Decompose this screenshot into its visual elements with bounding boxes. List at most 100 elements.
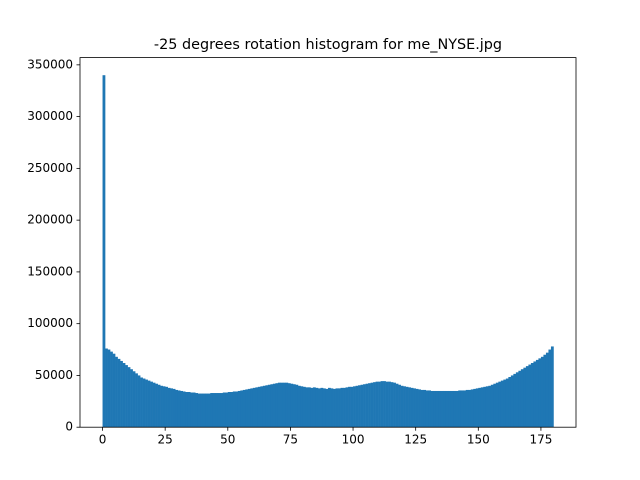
bar (395, 383, 399, 428)
bar (145, 379, 148, 428)
bar (157, 384, 161, 428)
bar (443, 390, 447, 428)
bar (252, 387, 256, 428)
bar (405, 386, 409, 428)
bar (122, 363, 126, 428)
bars (102, 75, 554, 428)
bar (147, 380, 151, 428)
bar (468, 389, 472, 428)
bar (240, 390, 244, 428)
bar (360, 384, 364, 428)
bar (473, 388, 477, 428)
bar (475, 388, 479, 428)
bar (525, 366, 529, 428)
bar (272, 383, 276, 428)
bar (260, 386, 264, 428)
bar (355, 385, 359, 428)
bar (480, 387, 484, 428)
bar (400, 385, 404, 428)
x-tick-label: 25 (158, 433, 173, 447)
bar (175, 389, 178, 428)
bar (325, 388, 329, 428)
bar (450, 390, 454, 428)
chart-title: -25 degrees rotation histogram for me_NY… (154, 37, 502, 53)
bar (418, 389, 421, 428)
bar (255, 387, 259, 428)
bar (370, 382, 374, 428)
bar (535, 359, 539, 428)
y-tick-label: 250000 (27, 161, 73, 175)
bar (170, 388, 173, 428)
y-tick-label: 50000 (35, 368, 73, 382)
bar (500, 380, 504, 428)
bar (275, 383, 279, 428)
y-tick-label: 350000 (27, 57, 73, 71)
bar (232, 391, 236, 428)
bar (548, 349, 552, 428)
bar (132, 371, 136, 428)
bar (152, 382, 156, 428)
bar (277, 382, 281, 428)
bar (305, 387, 309, 428)
bar (295, 384, 299, 428)
bar (320, 387, 324, 428)
bar (393, 382, 396, 428)
bar (378, 381, 381, 428)
bar (358, 385, 361, 428)
bar (463, 390, 467, 428)
bar (160, 385, 163, 428)
bar (120, 360, 123, 428)
bar (282, 382, 286, 428)
bar (348, 386, 351, 428)
bar (403, 386, 406, 428)
bar (207, 393, 211, 428)
bar (515, 372, 519, 428)
bar (430, 390, 434, 428)
bar (333, 388, 336, 428)
bar (458, 390, 462, 428)
bar (545, 352, 549, 428)
bar (408, 387, 411, 428)
bar (490, 384, 494, 428)
bar (237, 390, 241, 428)
bar (285, 382, 289, 428)
bar (505, 378, 509, 428)
bar (247, 388, 251, 428)
axes-frame (79, 57, 577, 428)
bar (330, 388, 334, 428)
bar (328, 387, 331, 428)
bar (335, 388, 339, 428)
bar (440, 390, 444, 428)
bar (210, 393, 214, 428)
bar (110, 351, 113, 428)
bar (172, 388, 176, 428)
bar (292, 384, 296, 428)
bar (415, 388, 419, 428)
bar (245, 389, 249, 428)
bar (455, 390, 459, 428)
bar (257, 386, 261, 428)
bar (445, 390, 449, 428)
x-tick-label: 150 (467, 433, 490, 447)
bar (212, 393, 216, 428)
bar (185, 392, 189, 428)
bar (460, 390, 464, 428)
bar (543, 354, 547, 428)
bar (498, 381, 502, 428)
x-tick-label: 75 (283, 433, 298, 447)
bar (375, 381, 379, 428)
x-tick-label: 175 (529, 433, 552, 447)
bar (215, 393, 219, 428)
bar (300, 386, 304, 428)
x-tick-label: 125 (404, 433, 427, 447)
bar (533, 361, 537, 428)
bar (280, 382, 284, 428)
bar (495, 382, 499, 428)
bar (250, 388, 254, 428)
bar (350, 386, 354, 428)
bar (420, 389, 424, 428)
x-tick-label: 50 (220, 433, 235, 447)
bar (470, 389, 474, 428)
bar (197, 393, 201, 428)
